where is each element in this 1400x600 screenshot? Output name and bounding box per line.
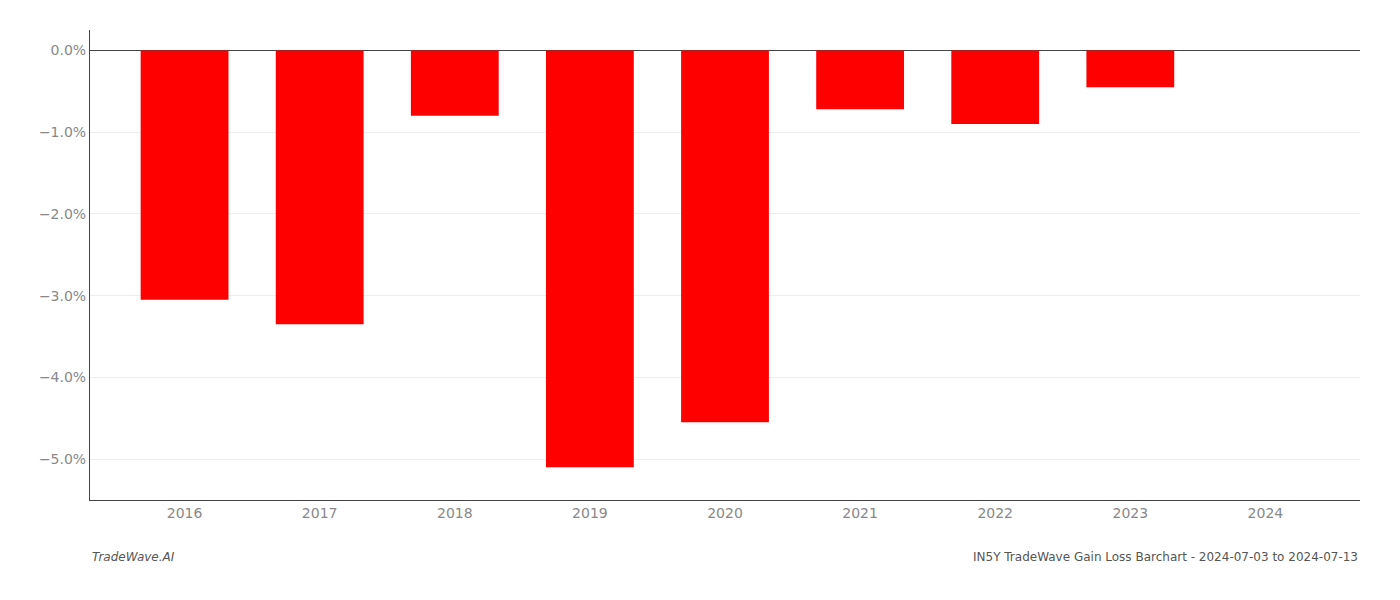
svg-text:2022: 2022 bbox=[977, 505, 1013, 521]
svg-text:−3.0%: −3.0% bbox=[39, 288, 86, 304]
svg-text:2016: 2016 bbox=[167, 505, 203, 521]
svg-text:TradeWave.AI: TradeWave.AI bbox=[92, 550, 175, 564]
svg-text:−4.0%: −4.0% bbox=[39, 369, 86, 385]
svg-text:2018: 2018 bbox=[437, 505, 473, 521]
svg-text:−5.0%: −5.0% bbox=[39, 451, 86, 467]
svg-text:IN5Y TradeWave Gain Loss Barch: IN5Y TradeWave Gain Loss Barchart - 2024… bbox=[973, 550, 1358, 564]
svg-text:−2.0%: −2.0% bbox=[39, 206, 86, 222]
svg-text:2017: 2017 bbox=[302, 505, 338, 521]
svg-text:2019: 2019 bbox=[572, 505, 608, 521]
svg-text:0.0%: 0.0% bbox=[51, 42, 87, 58]
svg-text:−1.0%: −1.0% bbox=[39, 124, 86, 140]
svg-text:2020: 2020 bbox=[707, 505, 743, 521]
svg-text:2021: 2021 bbox=[842, 505, 878, 521]
svg-text:2024: 2024 bbox=[1248, 505, 1284, 521]
svg-text:2023: 2023 bbox=[1112, 505, 1148, 521]
